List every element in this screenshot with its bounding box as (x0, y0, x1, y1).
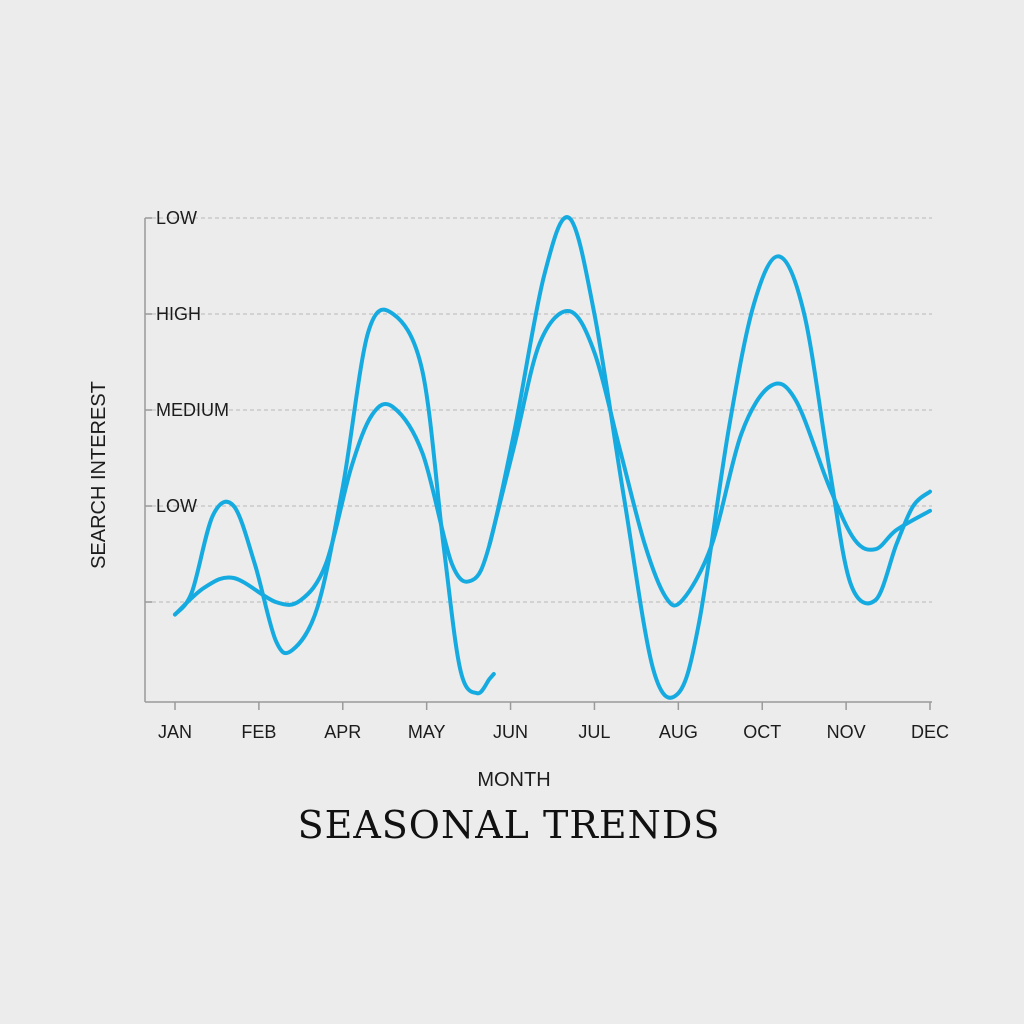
x-tick-label: FEB (241, 722, 276, 742)
series-line-series-1 (173, 307, 496, 696)
x-tick-labels: JAN FEB APR MAY JUN JUL AUG OCT NOV DEC (158, 702, 949, 742)
y-tick-label: MEDIUM (156, 400, 229, 420)
x-tick-label: AUG (659, 722, 698, 742)
series-line-series-2 (173, 215, 932, 700)
y-tick-labels: LOW MEDIUM HIGH LOW (145, 208, 229, 603)
y-tick-label: HIGH (156, 304, 201, 324)
x-axis-title: MONTH (477, 769, 550, 791)
series-lines (173, 215, 932, 700)
x-tick-label: OCT (743, 722, 781, 742)
x-tick-label: JAN (158, 722, 192, 742)
x-tick-label: MAY (408, 722, 446, 742)
y-axis-title: SEARCH INTEREST (88, 381, 110, 569)
series-line-series-3 (487, 309, 932, 608)
grid-lines (145, 217, 932, 603)
x-tick-label: JUN (493, 722, 528, 742)
chart-title: SEASONAL TRENDS (298, 803, 721, 847)
y-tick-label: LOW (156, 496, 197, 516)
x-tick-label: NOV (827, 722, 866, 742)
x-tick-label: APR (324, 722, 361, 742)
y-tick-label: LOW (156, 208, 197, 228)
x-tick-label: DEC (911, 722, 949, 742)
x-tick-label: JUL (578, 722, 610, 742)
